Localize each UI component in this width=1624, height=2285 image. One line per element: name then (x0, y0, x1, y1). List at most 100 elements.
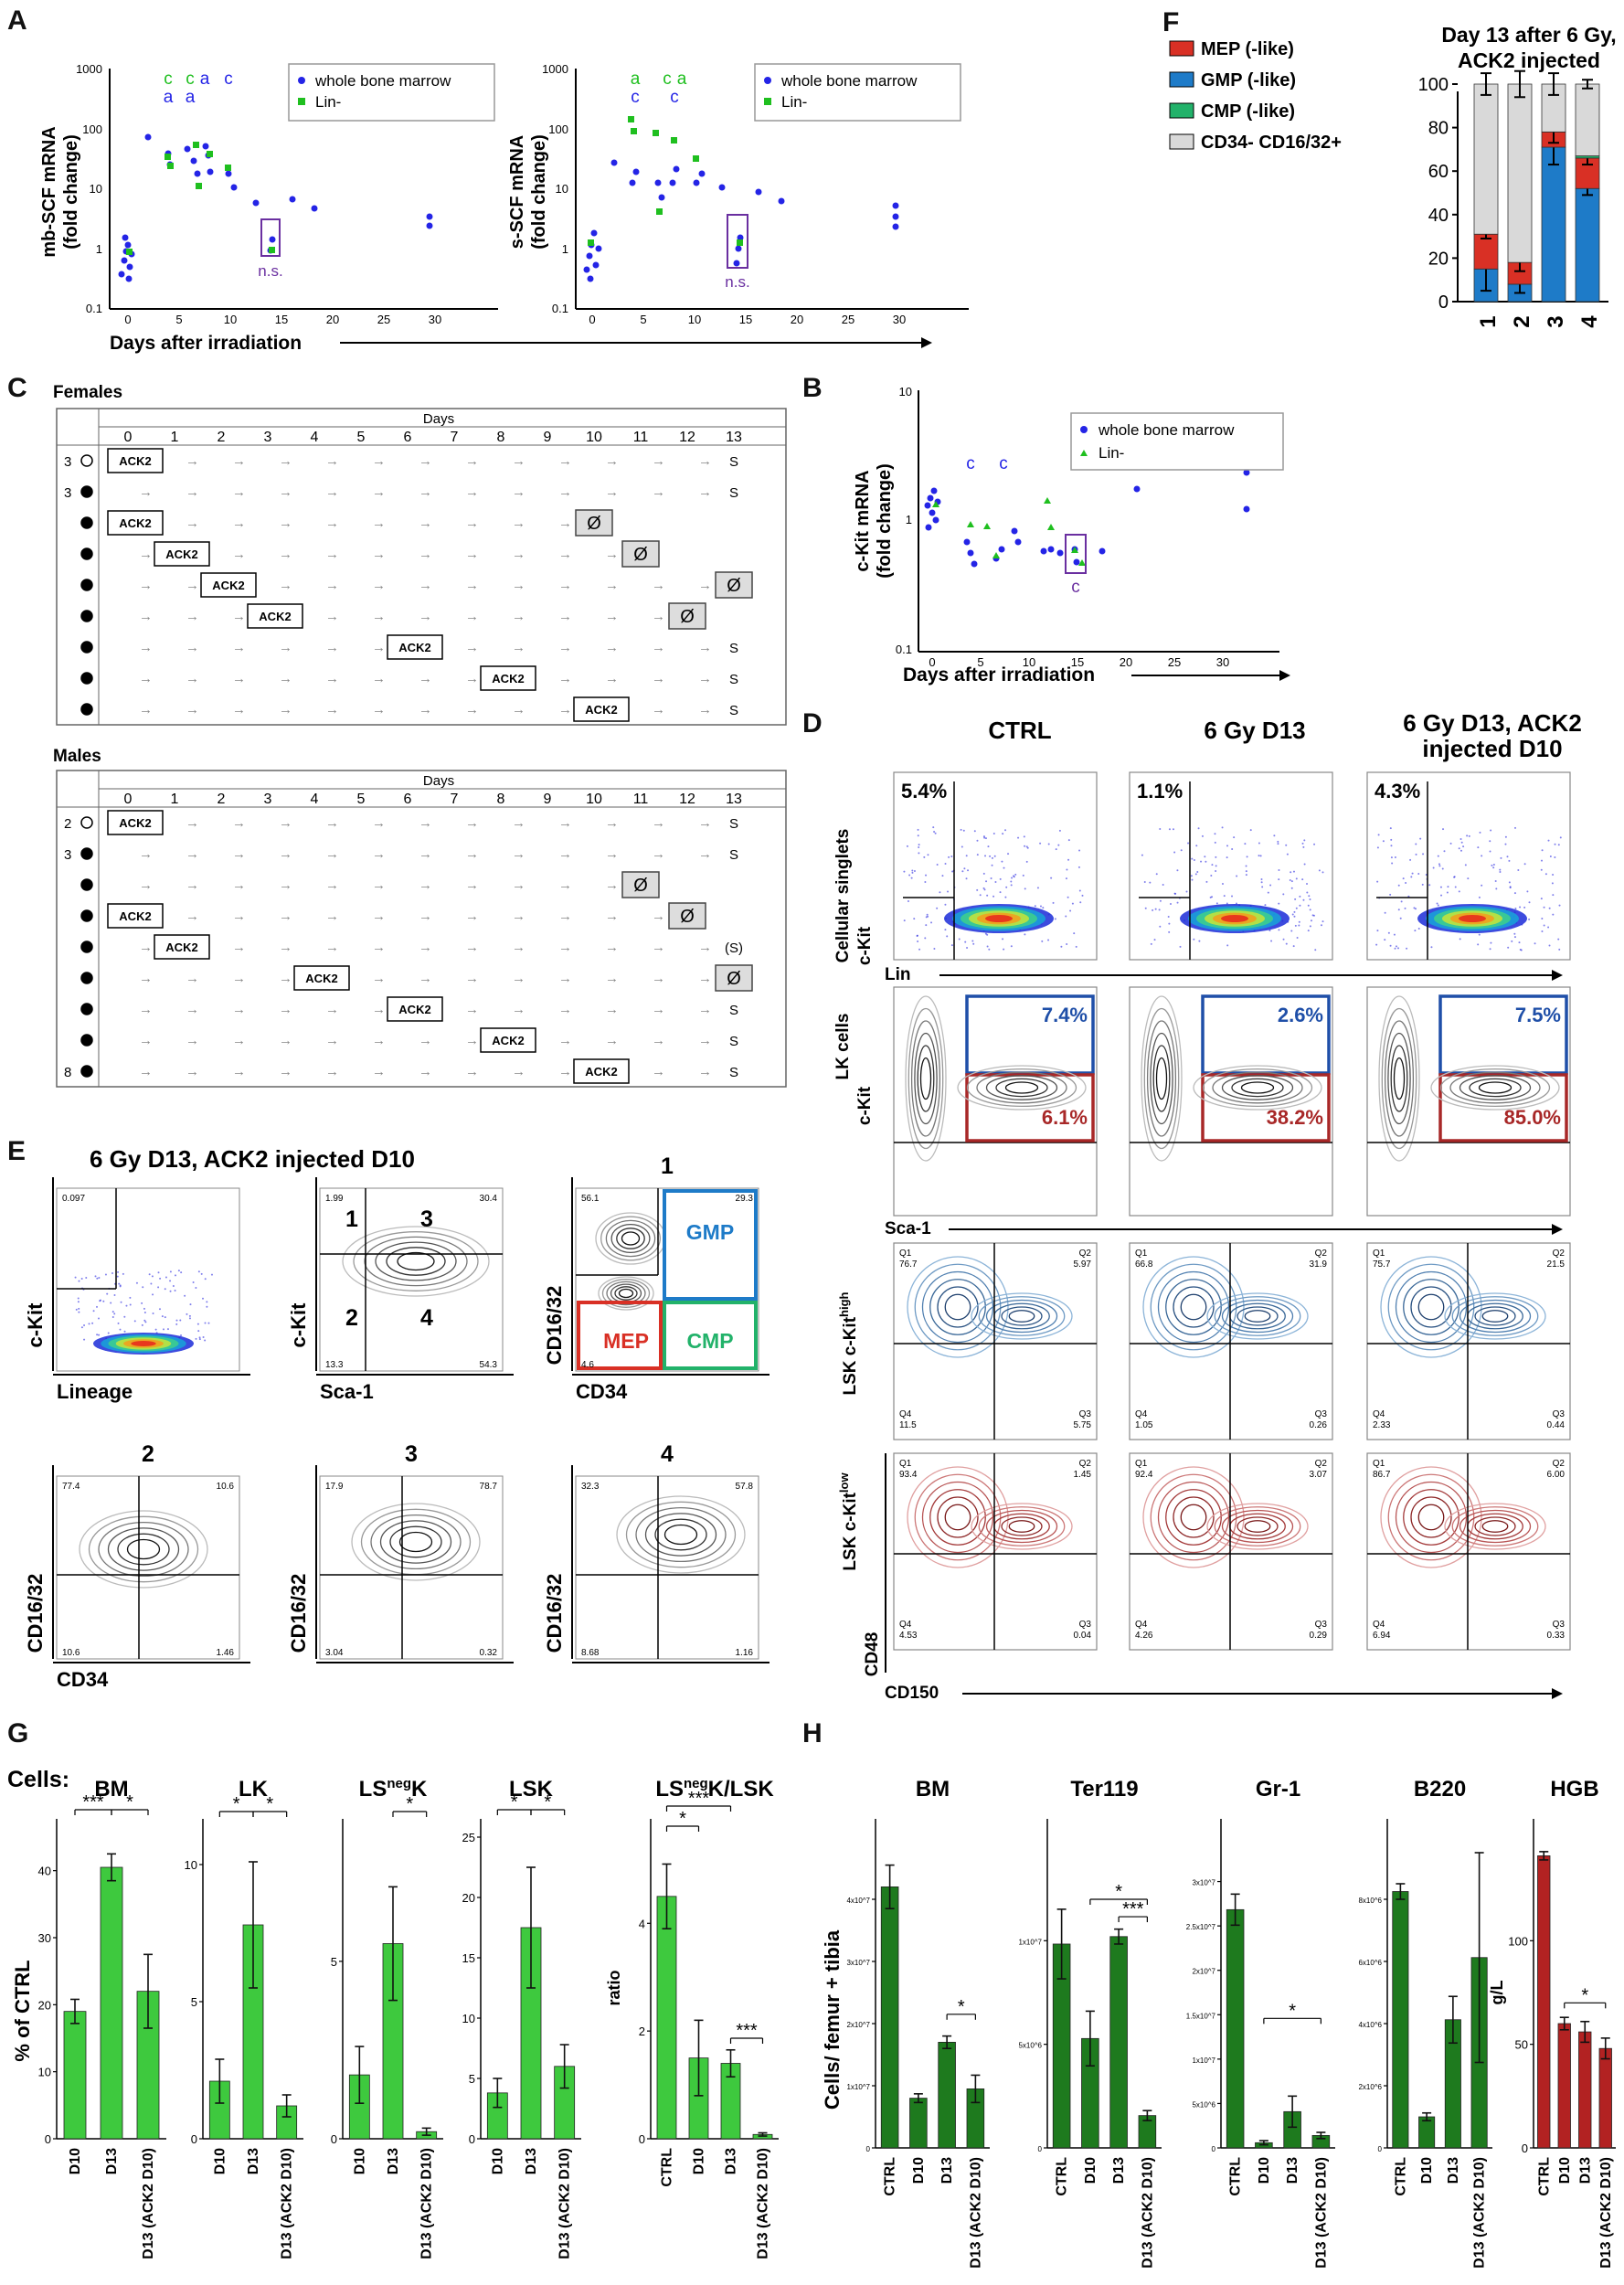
arrow-icon: → (605, 609, 619, 624)
event-dot (988, 948, 991, 951)
event-dot (1467, 877, 1470, 880)
arrow-icon: → (139, 1064, 153, 1079)
density-contour (1221, 1075, 1294, 1100)
density-contour (944, 1504, 971, 1531)
arrow-icon: → (512, 640, 525, 655)
gmp-gate (663, 1189, 758, 1301)
event-dot (1042, 907, 1045, 909)
density-contour (937, 1496, 979, 1538)
event-dot (1415, 853, 1417, 856)
event-dot (1267, 891, 1269, 894)
legend-wbm: whole bone marrow (314, 72, 451, 90)
event-dot (1047, 843, 1050, 845)
event-dot (1052, 901, 1055, 904)
ack2-label: ACK2 (165, 547, 197, 561)
event-dot (1273, 834, 1276, 837)
event-dot (1462, 845, 1465, 848)
density-contour (919, 1057, 932, 1100)
panel-b-xlabel: Days after irradiation (903, 664, 1095, 686)
arrow-icon: → (465, 1002, 479, 1017)
quadrant-value: 4.53 (899, 1631, 918, 1641)
panel-f: MEP (-like) GMP (-like) CMP (-like) CD34… (1169, 23, 1617, 328)
density-contour (1459, 1509, 1532, 1544)
group-count: 3 (64, 485, 71, 501)
event-dot (1547, 926, 1550, 929)
density-contour (1165, 1279, 1222, 1335)
event-dot (917, 941, 919, 943)
arrow-icon: → (465, 971, 479, 986)
event-dot (1270, 940, 1273, 942)
legend-cd34neg: CD34- CD16/32+ (1201, 133, 1342, 153)
ytick-label: 5x10^6 (1192, 2100, 1215, 2109)
arrow-icon: → (372, 515, 386, 531)
event-dot (950, 944, 953, 947)
arrow-icon: → (465, 846, 479, 862)
quadrant-value: 86.7 (1373, 1470, 1391, 1480)
event-dot (117, 1270, 120, 1273)
event-dot (177, 1270, 180, 1272)
event-dot (1226, 944, 1229, 947)
event-dot (196, 1323, 199, 1325)
subplot-title: BM (916, 1777, 950, 1801)
density-contour (929, 1279, 986, 1335)
density-contour (1439, 1068, 1551, 1108)
event-dot (1422, 853, 1425, 856)
event-dot (1268, 929, 1271, 931)
day-number: 2 (218, 792, 226, 807)
event-dot (1172, 828, 1174, 831)
event-dot (1513, 936, 1516, 939)
event-dot (1259, 855, 1262, 857)
xtick: 15 (739, 313, 752, 326)
legend-wbm: whole bone marrow (1098, 421, 1235, 439)
event-dot (918, 846, 920, 849)
quadrant-name: Q3 (1315, 1409, 1328, 1419)
density-contour (616, 1228, 645, 1249)
ns-label: n.s. (258, 262, 282, 280)
event-dot (933, 948, 936, 951)
panel-f-legend: MEP (-like) GMP (-like) CMP (-like) CD34… (1169, 39, 1342, 153)
density-contour (1384, 1020, 1415, 1137)
day-number: 11 (633, 430, 649, 445)
quadrant-name: Q3 (1079, 1409, 1092, 1419)
event-dot (1528, 901, 1531, 904)
density-contour (654, 1518, 707, 1551)
cmp-gate (663, 1301, 758, 1370)
event-dot (967, 869, 970, 872)
day-number: 10 (586, 430, 602, 445)
event-dot (83, 1323, 86, 1326)
xtick: 30 (429, 313, 441, 326)
xtick: 5 (977, 655, 983, 669)
subplot-title: HGB (1550, 1777, 1598, 1801)
ack2-label: ACK2 (492, 672, 524, 686)
event-dot (180, 1271, 183, 1274)
event-dot (1500, 856, 1502, 859)
category-label: D13 (ACK2 D10) (1472, 2157, 1488, 2269)
xtick: 25 (842, 313, 854, 326)
density-contour (1459, 1075, 1532, 1100)
density-contour (1481, 1520, 1509, 1533)
category-label: D10 (692, 2148, 707, 2174)
category-label: D10 (1419, 2157, 1435, 2184)
event-dot (172, 1284, 175, 1287)
arrow-icon: → (419, 877, 432, 893)
arrow-icon: → (139, 1033, 153, 1048)
ytick: 0.1 (86, 302, 102, 315)
event-dot (1002, 833, 1004, 835)
axis-label: CD34 (57, 1668, 109, 1691)
panel-e: 6 Gy D13, ACK2 injected D10 0.097 c-Kit Li… (24, 1145, 770, 1691)
event-dot (1159, 827, 1162, 830)
event-dot (989, 855, 992, 857)
arrow-icon: → (232, 940, 246, 955)
event-dot (1489, 948, 1491, 951)
axis-label: CD16/32 (543, 1574, 566, 1653)
arrow-icon: → (558, 971, 572, 986)
event-dot (1489, 850, 1491, 853)
arrow-icon: → (419, 909, 432, 924)
event-dot (142, 1286, 144, 1289)
ack2-box (293, 965, 350, 991)
event-dot (1438, 865, 1441, 867)
event-dot (1389, 944, 1392, 947)
event-dot (1411, 872, 1414, 875)
event-dot (906, 845, 908, 847)
treated-marker (80, 672, 93, 685)
